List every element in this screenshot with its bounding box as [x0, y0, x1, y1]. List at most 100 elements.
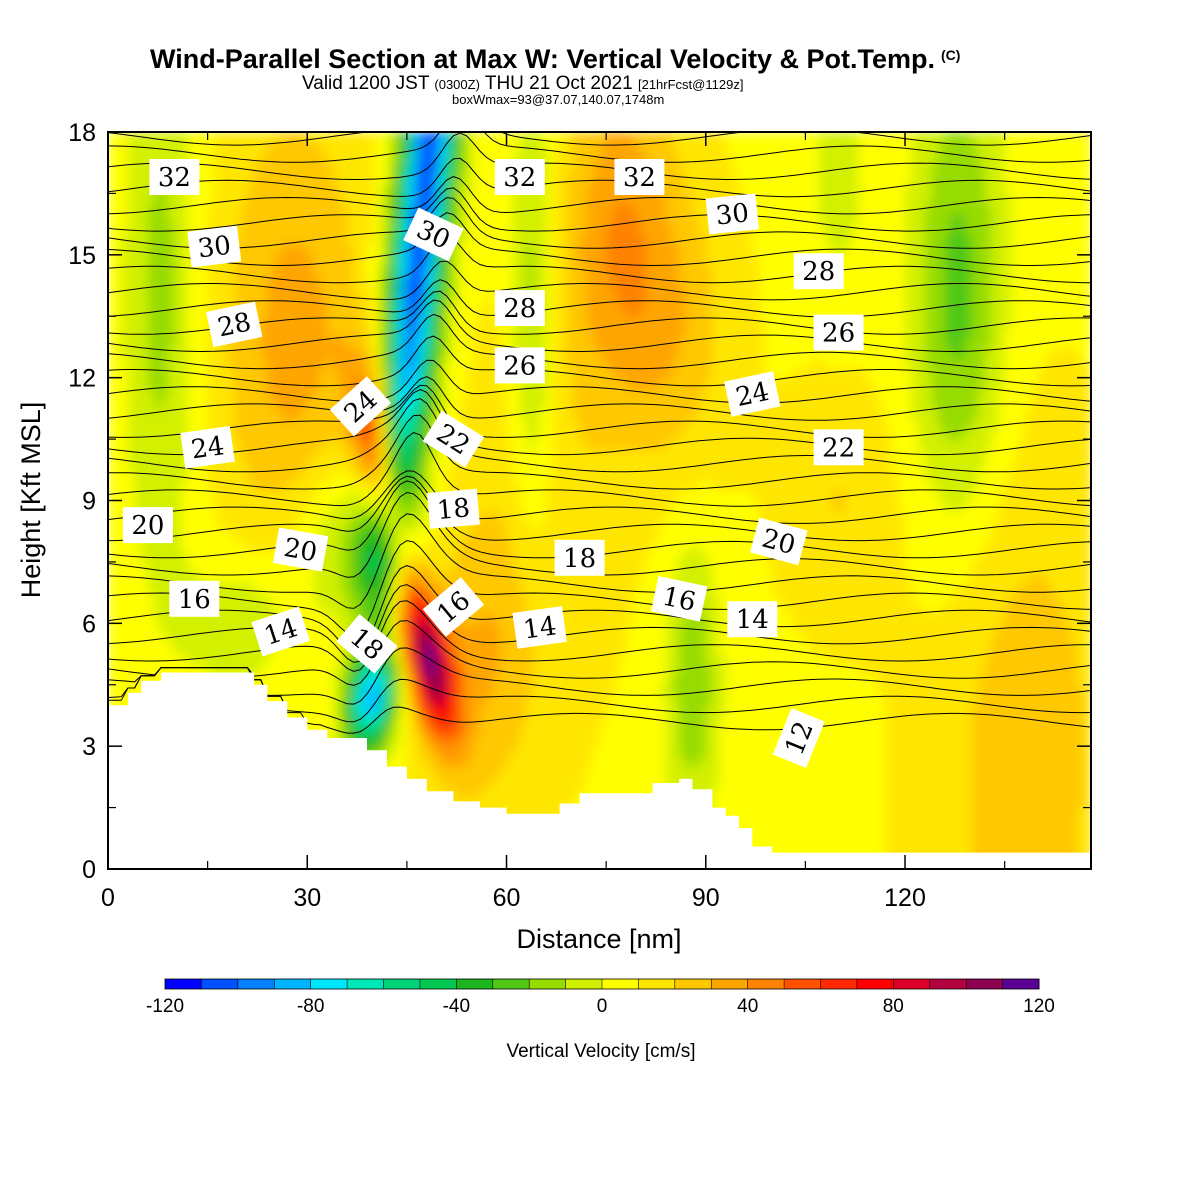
velocity-cell	[499, 797, 508, 809]
velocity-cell	[194, 520, 202, 532]
velocity-cell	[433, 336, 441, 348]
velocity-cell	[466, 561, 474, 573]
velocity-cell	[200, 357, 209, 369]
velocity-cell	[367, 674, 375, 686]
velocity-cell	[333, 254, 342, 266]
velocity-cell	[187, 132, 196, 143]
velocity-cell	[320, 449, 328, 461]
velocity-cell	[194, 398, 202, 410]
velocity-cell	[307, 633, 315, 645]
velocity-cell	[274, 172, 282, 184]
velocity-cell	[240, 531, 249, 543]
velocity-cell	[333, 244, 342, 256]
velocity-cell	[526, 142, 534, 154]
velocity-cell	[519, 449, 528, 461]
velocity-cell	[553, 346, 561, 358]
velocity-cell	[327, 633, 335, 645]
velocity-cell	[320, 398, 328, 410]
velocity-cell	[274, 520, 282, 532]
velocity-cell	[526, 694, 534, 706]
velocity-cell	[121, 316, 129, 328]
velocity-cell	[200, 561, 209, 573]
velocity-cell	[546, 295, 554, 307]
velocity-cell	[566, 694, 574, 706]
velocity-cell	[147, 387, 156, 399]
velocity-cell	[559, 756, 567, 768]
velocity-cell	[486, 756, 494, 768]
velocity-cell	[460, 469, 468, 481]
velocity-cell	[240, 520, 249, 532]
velocity-cell	[307, 275, 315, 287]
velocity-cell	[539, 418, 548, 430]
velocity-cell	[194, 295, 202, 307]
velocity-cell	[499, 572, 508, 584]
velocity-cell	[360, 336, 368, 348]
velocity-cell	[340, 490, 348, 502]
velocity-cell	[141, 387, 149, 399]
velocity-cell	[559, 408, 567, 420]
velocity-cell	[194, 613, 202, 625]
velocity-cell	[493, 664, 501, 676]
velocity-cell	[526, 326, 534, 338]
velocity-cell	[280, 285, 289, 297]
velocity-cell	[380, 387, 388, 399]
velocity-cell	[446, 387, 455, 399]
velocity-cell	[187, 469, 196, 481]
velocity-cell	[400, 295, 408, 307]
velocity-cell	[167, 561, 176, 573]
velocity-cell	[499, 152, 508, 164]
velocity-cell	[380, 715, 388, 727]
velocity-cell	[553, 469, 561, 481]
velocity-cell	[400, 387, 408, 399]
velocity-cell	[127, 500, 136, 512]
velocity-cell	[340, 684, 348, 696]
velocity-cell	[260, 295, 269, 307]
velocity-cell	[114, 531, 122, 543]
velocity-cell	[161, 398, 169, 410]
velocity-cell	[553, 193, 561, 205]
velocity-cell	[506, 674, 514, 686]
velocity-cell	[333, 531, 342, 543]
velocity-cell	[386, 592, 395, 604]
velocity-cell	[360, 295, 368, 307]
velocity-cell	[546, 336, 554, 348]
velocity-cell	[174, 234, 182, 246]
velocity-cell	[519, 275, 528, 287]
velocity-cell	[559, 469, 567, 481]
velocity-cell	[433, 776, 441, 788]
velocity-cell	[526, 572, 534, 584]
velocity-cell	[167, 152, 176, 164]
velocity-cell	[400, 418, 408, 430]
velocity-cell	[307, 377, 315, 389]
velocity-cell	[307, 582, 315, 594]
velocity-cell	[187, 500, 196, 512]
velocity-cell	[413, 254, 421, 266]
velocity-cell	[327, 561, 335, 573]
velocity-cell	[274, 326, 282, 338]
velocity-cell	[293, 490, 302, 502]
velocity-cell	[327, 408, 335, 420]
velocity-cell	[254, 469, 262, 481]
velocity-cell	[420, 183, 428, 195]
velocity-cell	[327, 213, 335, 225]
velocity-cell	[240, 234, 249, 246]
velocity-cell	[200, 398, 209, 410]
chart-subtitle: Valid 1200 JST (0300Z) THU 21 Oct 2021 […	[302, 73, 743, 95]
velocity-cell	[347, 234, 355, 246]
velocity-cell	[347, 357, 355, 369]
velocity-cell	[167, 459, 176, 471]
velocity-cell	[539, 654, 548, 665]
velocity-cell	[406, 623, 415, 635]
velocity-cell	[546, 469, 554, 481]
velocity-cell	[493, 490, 501, 502]
velocity-cell	[380, 203, 388, 215]
velocity-cell	[506, 602, 514, 614]
velocity-cell	[134, 623, 142, 635]
velocity-cell	[108, 295, 116, 307]
velocity-cell	[214, 510, 222, 522]
velocity-cell	[293, 561, 302, 573]
velocity-cell	[207, 633, 215, 645]
velocity-cell	[174, 132, 182, 143]
velocity-cell	[347, 377, 355, 389]
velocity-cell	[194, 500, 202, 512]
